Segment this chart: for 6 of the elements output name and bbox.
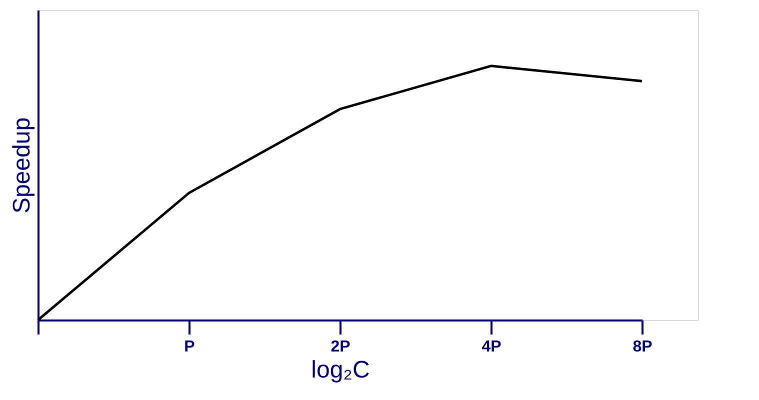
x-tick-label: 4P (482, 338, 502, 356)
x-axis-title: log₂C (311, 356, 370, 384)
x-tick-label: P (184, 338, 196, 356)
y-axis-title: Speedup (8, 117, 36, 214)
x-tick-label: 2P (330, 338, 351, 356)
x-tick-label: 8P (632, 338, 653, 356)
